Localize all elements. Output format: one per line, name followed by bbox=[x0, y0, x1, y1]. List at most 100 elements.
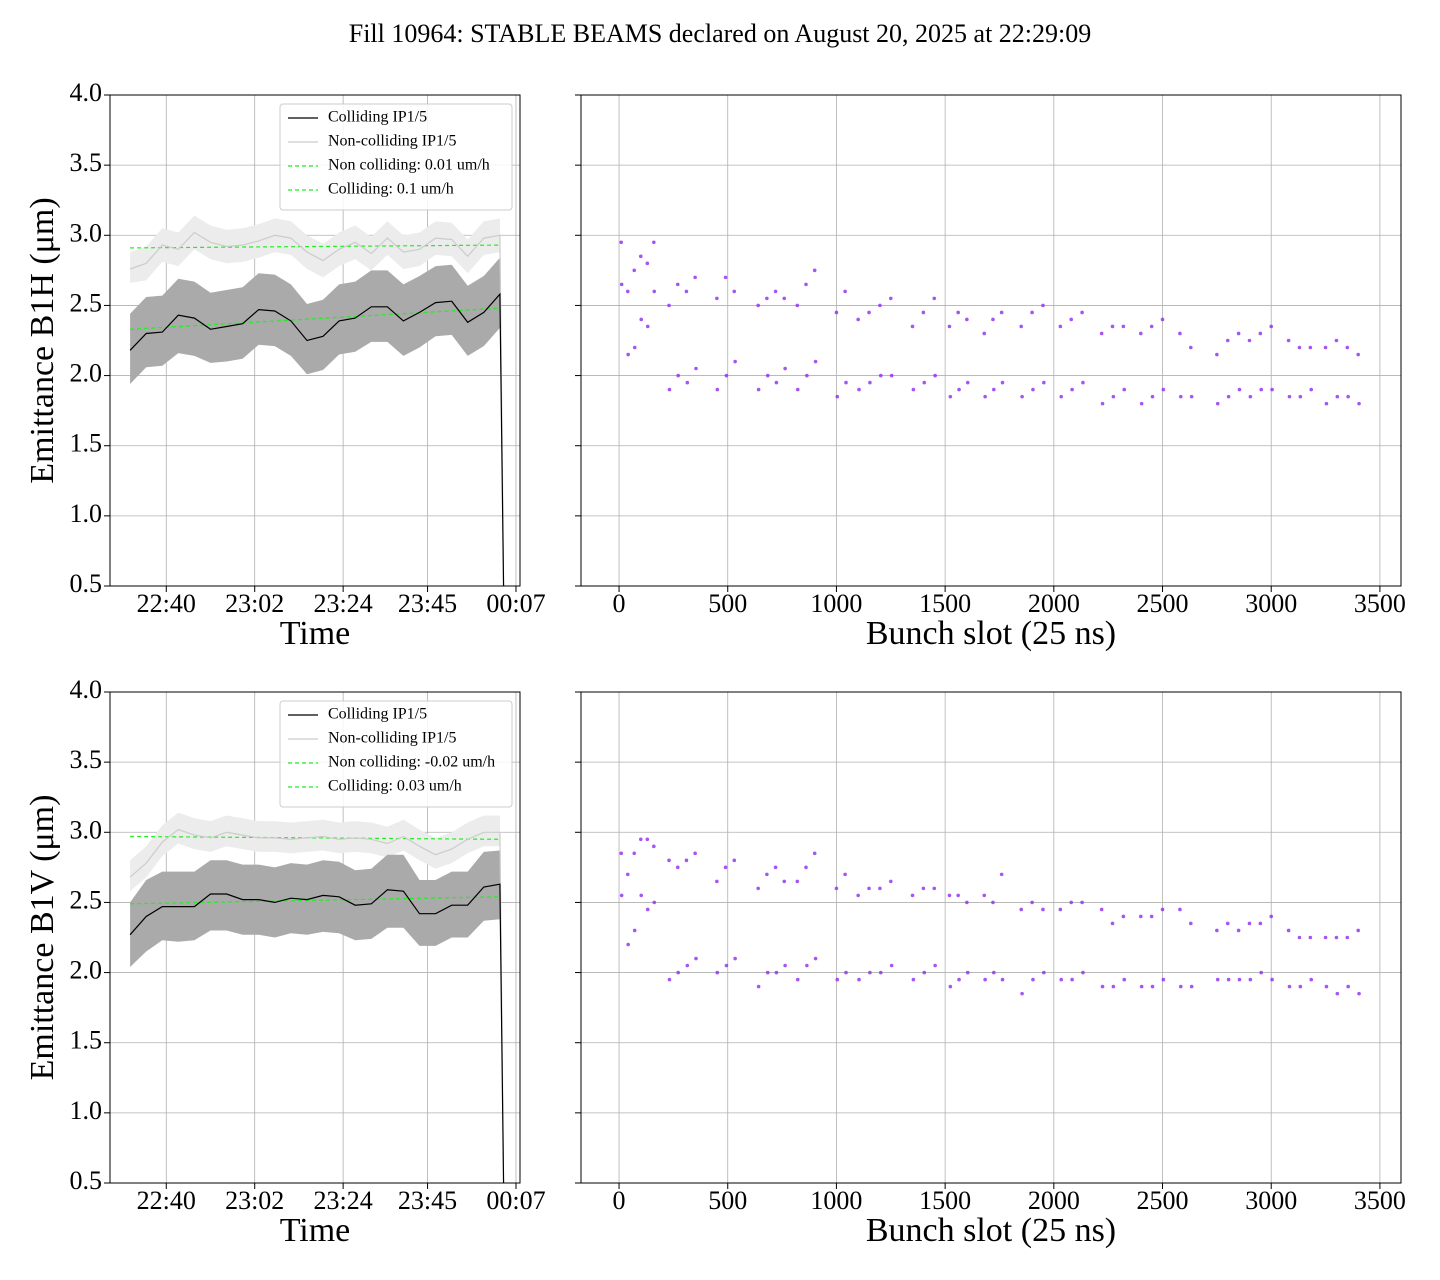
point bbox=[1139, 984, 1144, 989]
point bbox=[1356, 928, 1360, 933]
point bbox=[911, 977, 916, 982]
point bbox=[910, 893, 915, 898]
point bbox=[922, 380, 927, 385]
point bbox=[1150, 984, 1155, 989]
point bbox=[843, 872, 847, 877]
point bbox=[1138, 914, 1143, 919]
point bbox=[652, 289, 657, 294]
point bbox=[693, 851, 697, 856]
point bbox=[1236, 928, 1241, 933]
point bbox=[1270, 977, 1274, 982]
point bbox=[632, 345, 637, 350]
series-line bbox=[130, 244, 500, 249]
point bbox=[805, 963, 809, 968]
point bbox=[1188, 921, 1193, 926]
point bbox=[684, 289, 689, 294]
legend-label: Non colliding: 0.01 um/h bbox=[328, 157, 490, 174]
point bbox=[867, 886, 871, 891]
point bbox=[1000, 977, 1005, 982]
x-axis-label: Bunch slot (25 ns) bbox=[866, 615, 1116, 652]
y-tick-label: 0.5 bbox=[70, 1166, 103, 1195]
point bbox=[804, 865, 808, 870]
point bbox=[715, 296, 719, 301]
point bbox=[1258, 331, 1263, 336]
point bbox=[638, 837, 643, 842]
y-tick-label: 4.0 bbox=[70, 78, 103, 107]
point bbox=[1031, 977, 1035, 982]
point bbox=[795, 879, 800, 884]
point bbox=[1226, 977, 1231, 982]
point bbox=[910, 324, 915, 329]
point bbox=[1042, 970, 1046, 975]
point bbox=[1298, 984, 1303, 989]
point bbox=[1139, 401, 1144, 406]
x-tick-label: 23:24 bbox=[314, 589, 373, 618]
y-tick-label: 2.0 bbox=[70, 956, 103, 985]
point bbox=[1020, 991, 1024, 996]
point bbox=[782, 296, 787, 301]
axes-frame bbox=[109, 691, 521, 1184]
point bbox=[1110, 324, 1115, 329]
point bbox=[625, 872, 630, 877]
point bbox=[1031, 387, 1035, 392]
y-axis-label: Emittance B1V (μm) bbox=[24, 795, 61, 1081]
point bbox=[999, 310, 1004, 315]
point bbox=[983, 394, 987, 399]
y-tick-label: 1.0 bbox=[70, 499, 103, 528]
y-tick-label: 1.5 bbox=[70, 1026, 103, 1055]
point bbox=[1225, 921, 1230, 926]
point bbox=[1070, 977, 1074, 982]
point bbox=[982, 331, 987, 336]
legend-box bbox=[279, 700, 513, 808]
point bbox=[1069, 317, 1074, 322]
point bbox=[983, 977, 987, 982]
point bbox=[868, 970, 872, 975]
point bbox=[1308, 935, 1313, 940]
point bbox=[773, 289, 778, 294]
point bbox=[932, 886, 937, 891]
point bbox=[639, 893, 644, 898]
point bbox=[694, 366, 698, 371]
point bbox=[982, 893, 987, 898]
x-tick-label: 0 bbox=[613, 589, 626, 618]
point bbox=[723, 275, 728, 280]
point bbox=[1121, 914, 1126, 919]
point bbox=[733, 956, 737, 961]
x-axis-label: Bunch slot (25 ns) bbox=[866, 1212, 1116, 1249]
point bbox=[1258, 921, 1263, 926]
axes-frame bbox=[580, 691, 1402, 1184]
point bbox=[1058, 324, 1063, 329]
point bbox=[1020, 394, 1024, 399]
plot-area bbox=[619, 837, 1361, 996]
point bbox=[632, 851, 637, 856]
point bbox=[868, 380, 872, 385]
band bbox=[130, 850, 504, 1183]
point bbox=[991, 900, 995, 905]
point bbox=[835, 977, 840, 982]
point bbox=[1345, 345, 1350, 350]
x-tick-label: 3500 bbox=[1354, 589, 1406, 618]
point bbox=[948, 984, 953, 989]
point bbox=[1334, 338, 1339, 343]
x-tick-label: 0 bbox=[613, 1186, 626, 1215]
series-line bbox=[129, 292, 505, 586]
point bbox=[1226, 394, 1231, 399]
point bbox=[693, 275, 697, 280]
point bbox=[1287, 394, 1292, 399]
point bbox=[1178, 394, 1183, 399]
point bbox=[1335, 394, 1340, 399]
point bbox=[844, 380, 848, 385]
y-tick-label: 3.5 bbox=[70, 745, 103, 774]
x-tick-label: 1500 bbox=[919, 1186, 971, 1215]
x-tick-label: 23:02 bbox=[225, 1186, 284, 1215]
point bbox=[1122, 387, 1127, 392]
point bbox=[1178, 907, 1182, 912]
legend-label: Colliding IP1/5 bbox=[328, 706, 427, 723]
point bbox=[965, 380, 970, 385]
y-tick-label: 2.5 bbox=[70, 885, 103, 914]
point bbox=[813, 956, 818, 961]
point bbox=[1189, 984, 1194, 989]
point bbox=[1019, 324, 1024, 329]
point bbox=[774, 380, 779, 385]
point bbox=[1178, 984, 1183, 989]
